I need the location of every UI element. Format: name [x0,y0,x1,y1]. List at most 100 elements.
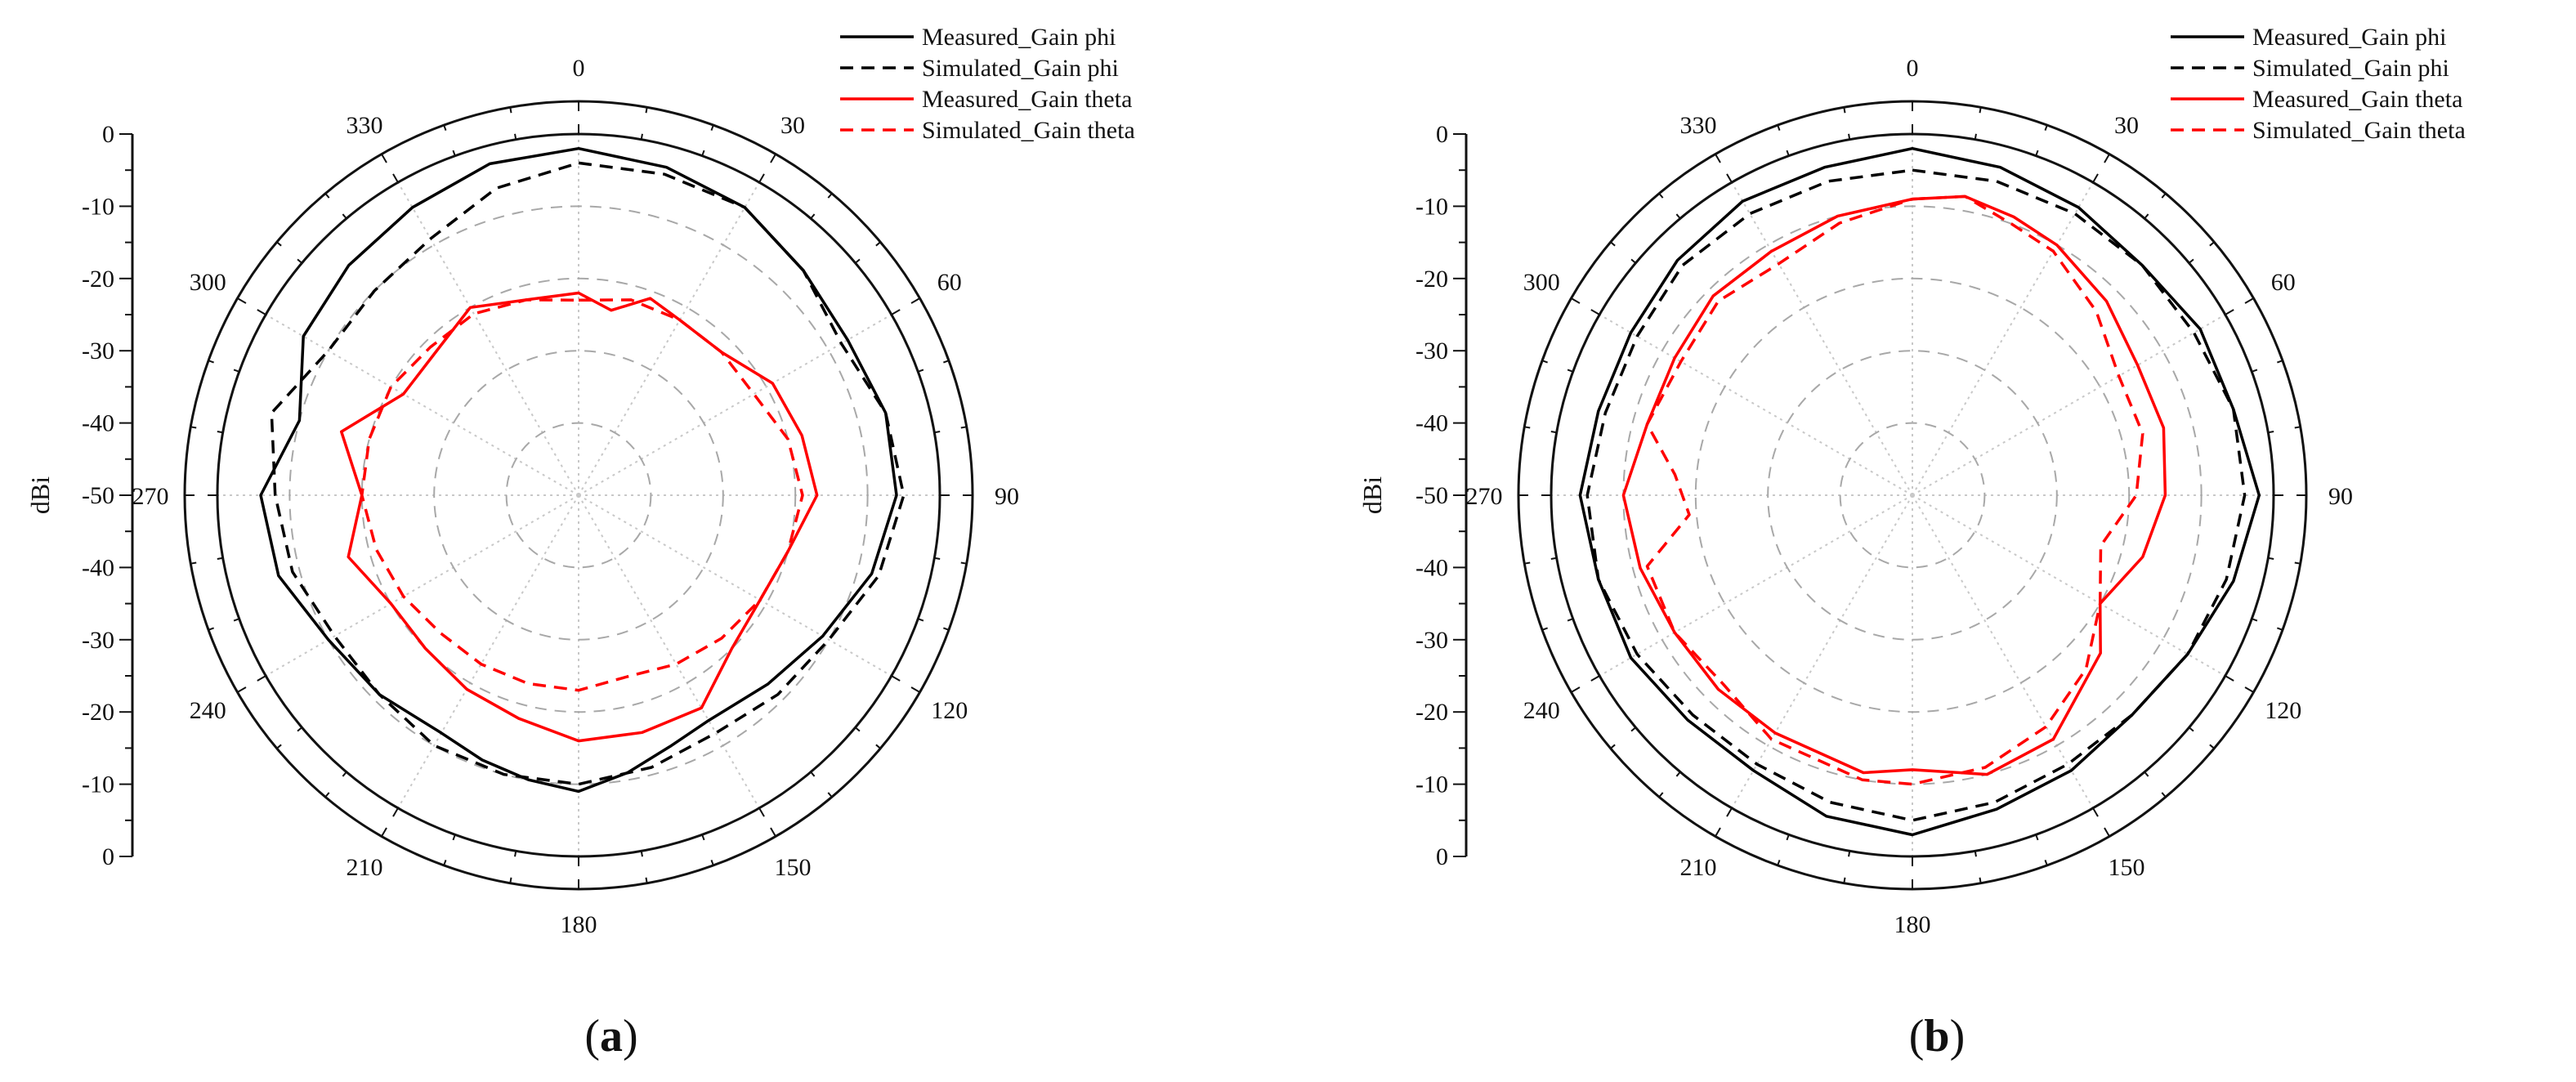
ring-tick [710,124,714,131]
angle-tick [217,431,223,434]
angle-label-240: 240 [190,697,226,724]
angle-tick [1590,309,1600,315]
legend-label: Simulated_Gain theta [922,117,1135,144]
series-line-simulated-gain-theta [1645,194,2144,786]
angle-label-330: 330 [347,112,383,139]
angle-tick [810,213,816,220]
ring-tick [2277,627,2283,631]
ring-tick [509,107,512,114]
angle-tick [2188,258,2194,264]
radial-tick-label: -10 [82,771,114,798]
angle-tick [1590,675,1600,682]
ring-tick [509,877,512,883]
spoke-210 [397,494,579,809]
ring-tick [443,860,447,866]
legend-label: Measured_Gain phi [922,24,1116,51]
ring-tick [827,193,833,199]
ring-tick [2244,297,2254,304]
angle-tick [918,618,924,622]
y-axis-label: dBi [25,476,55,514]
angle-tick [233,369,239,373]
ring-tick [943,627,950,631]
angle-label-210: 210 [1680,854,1717,881]
grid-circle [433,350,724,641]
angle-label-150: 150 [775,854,812,881]
ring-tick [2244,686,2254,693]
ring-tick [1777,124,1781,131]
angle-label-120: 120 [2265,697,2301,724]
ring-tick [2104,827,2110,837]
angle-label-180: 180 [561,911,597,938]
spoke-240 [1599,494,1913,677]
ring-tick [190,561,197,565]
ring-tick [710,860,714,866]
series-line-simulated-gain-theta [360,298,804,692]
ring-tick [1524,561,1531,565]
series-line-simulated-gain-phi [270,161,906,786]
angle-tick [1630,727,1637,732]
ring-tick [910,297,920,304]
angle-tick [2092,173,2099,183]
angle-label-240: 240 [1523,697,1560,724]
angle-label-90: 90 [995,483,1019,510]
angle-label-0: 0 [1907,55,1919,82]
spoke-150 [578,494,760,809]
ring-tick [1715,154,1721,163]
ring-tick [875,241,881,247]
angle-tick [1550,557,1557,560]
ring-tick [276,744,282,749]
angle-tick [758,807,765,817]
ring-tick [827,792,833,798]
angle-tick [2225,675,2234,682]
radial-tick-label: -20 [1415,266,1448,293]
angle-tick [2225,309,2234,315]
ring-tick [1979,877,1982,883]
ring-tick [2294,561,2301,565]
radial-tick-label: -30 [82,338,114,364]
grid-circle [288,205,869,785]
ring-tick [1843,107,1846,114]
spoke-120 [578,494,892,677]
spoke-120 [1912,494,2226,677]
angle-label-120: 120 [931,697,968,724]
ring-tick [1541,627,1548,631]
angle-label-60: 60 [937,269,962,296]
angle-label-30: 30 [2114,112,2139,139]
radial-tick-label: 0 [102,843,114,870]
angle-tick [392,173,399,183]
angle-label-0: 0 [573,55,585,82]
angle-label-150: 150 [2109,854,2145,881]
ring-tick [960,561,967,565]
radial-tick-label: -50 [82,482,114,509]
angle-tick [1550,431,1557,434]
series-line-simulated-gain-phi [1585,168,2247,822]
angle-tick [1726,173,1733,183]
angle-tick [1675,771,1681,777]
ring-tick [2161,193,2167,199]
angle-tick [452,150,456,156]
series-line-measured-gain-phi [259,146,898,794]
angle-tick [297,727,303,732]
ring-tick [237,297,247,304]
ring-tick [2209,241,2215,247]
radial-tick-label: 0 [1436,843,1448,870]
angle-tick [2252,369,2258,373]
ring-tick [1658,792,1664,798]
spoke-330 [397,181,579,496]
ring-tick [276,241,282,247]
radial-tick-label: -30 [1415,627,1448,654]
legend-label: Simulated_Gain theta [2252,117,2466,144]
ring-tick [1541,360,1548,364]
angle-label-180: 180 [1894,911,1931,938]
spoke-30 [578,181,760,496]
ring-tick [381,154,387,163]
angle-tick [918,369,924,373]
radial-tick-label: -10 [82,193,114,220]
radial-tick-label: -30 [1415,338,1448,364]
radial-tick-label: -40 [1415,554,1448,581]
angle-tick [1567,369,1573,373]
ring-tick [208,360,214,364]
ring-tick [2161,792,2167,798]
ring-tick [1715,827,1721,837]
